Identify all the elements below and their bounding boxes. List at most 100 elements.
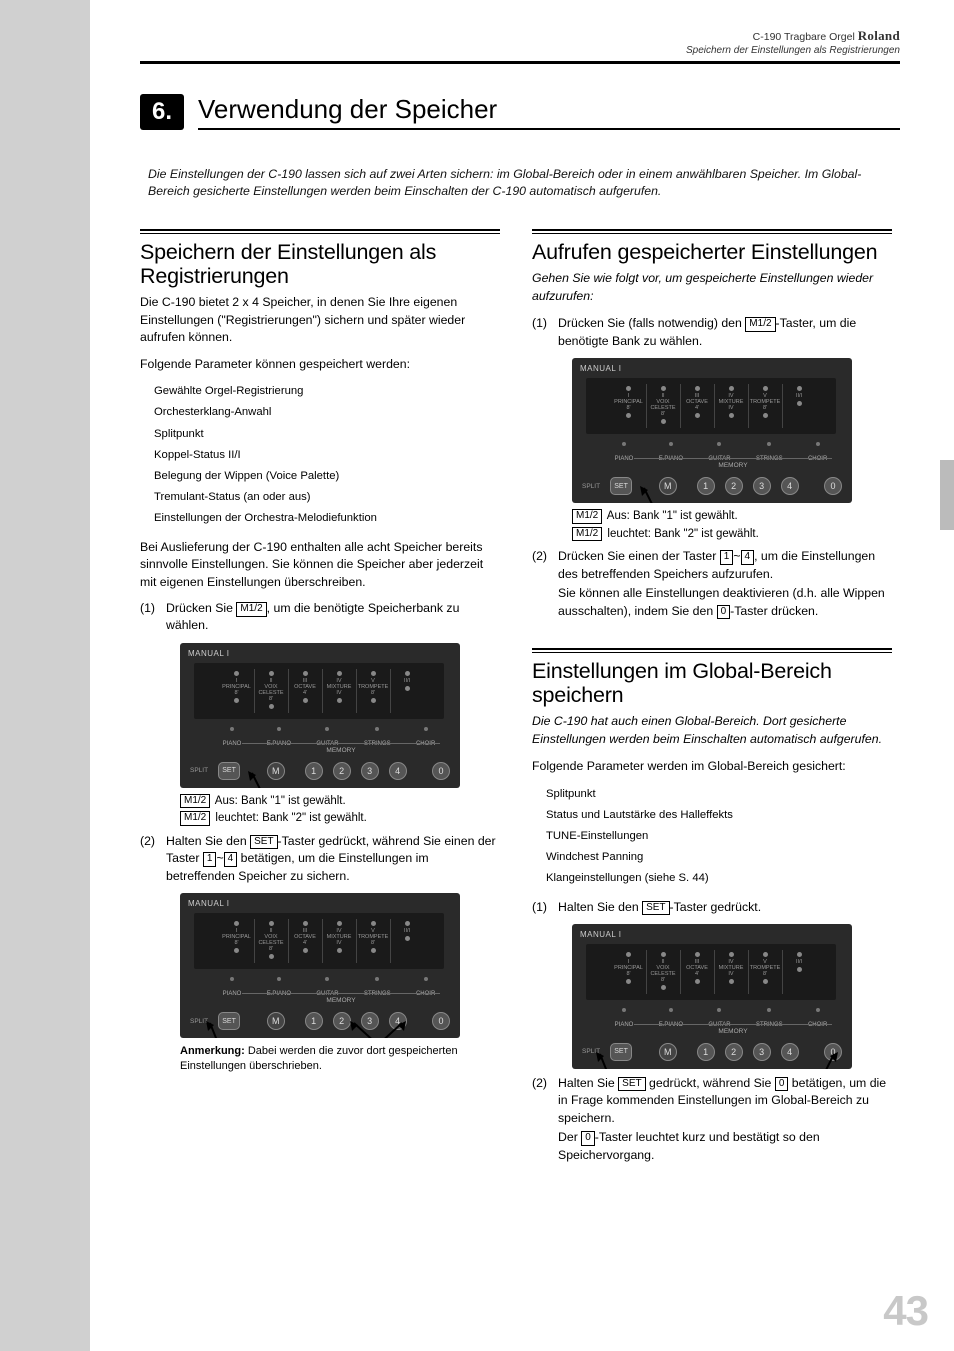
header-subtitle: Speichern der Einstellungen als Registri… [686, 45, 900, 56]
keycap-m12: M1/2 [180, 811, 210, 826]
header-rule [140, 61, 900, 64]
step-number: (2) [532, 548, 558, 620]
keycap-set: SET [642, 901, 669, 916]
panel-image: MANUAL I IPRINCIPAL8' IIVOIX CELESTE8' I… [180, 643, 460, 788]
mem-1: 1 [305, 762, 323, 780]
running-header: C-190 Tragbare Orgel Roland Speichern de… [140, 28, 900, 57]
page-number: 43 [883, 1287, 928, 1335]
bullet-item: TUNE-Einstellungen [546, 827, 892, 846]
keycap-m12: M1/2 [236, 602, 266, 617]
side-tab [940, 460, 954, 530]
keycap-set: SET [618, 1077, 645, 1092]
keycap-0: 0 [717, 605, 731, 620]
mem-0: 0 [432, 762, 450, 780]
keycap-m12: M1/2 [180, 794, 210, 809]
page: C-190 Tragbare Orgel Roland Speichern de… [90, 0, 954, 1351]
keycap-0: 0 [581, 1131, 595, 1146]
bullet-item: Belegung der Wippen (Voice Palette) [154, 467, 500, 486]
control-panel-figure: MANUAL I IPRINCIPAL8' IIVOIX CELESTE8' I… [572, 924, 852, 1069]
panel-label: MANUAL I [188, 649, 230, 658]
chapter-heading: 6. Verwendung der Speicher [140, 94, 900, 130]
memory-bar: MEMORY [242, 743, 440, 762]
bullet-item: Koppel-Status II/I [154, 446, 500, 465]
control-panel-figure: MANUAL I IPRINCIPAL8' IIVOIX CELESTE8' I… [572, 358, 852, 503]
control-panel-figure: MANUAL I IPRINCIPAL8' IIVOIX CELESTE8' I… [180, 893, 460, 1038]
left-column: Speichern der Einstellungen als Registri… [140, 229, 500, 1170]
set-button: SET [218, 762, 240, 780]
bullet-item: Orchesterklang-Anwahl [154, 403, 500, 422]
chapter-title: Verwendung der Speicher [198, 94, 900, 130]
section-heading: Speichern der Einstellungen als Registri… [140, 240, 500, 288]
keycap-m12: M1/2 [745, 317, 775, 332]
bullet-item: Splitpunkt [546, 785, 892, 804]
keycap-m12: M1/2 [572, 527, 602, 542]
bullet-item: Windchest Panning [546, 848, 892, 867]
step-2: (2) Drücken Sie einen der Taster 1~4, um… [532, 548, 892, 620]
brand-name: Roland [858, 28, 900, 43]
keycap-1: 1 [203, 852, 217, 867]
m-button: M [659, 1043, 677, 1061]
figure-caption: M1/2 leuchtet: Bank "2" ist gewählt. [180, 811, 500, 827]
m-button: M [267, 762, 285, 780]
panel-image: MANUAL I IPRINCIPAL8' IIVOIX CELESTE8' I… [180, 893, 460, 1038]
section-heading: Einstellungen im Global-Bereich speicher… [532, 659, 892, 707]
figure-caption: M1/2 Aus: Bank "1" ist gewählt. [572, 509, 892, 525]
step-number: (1) [140, 600, 166, 635]
keycap-set: SET [250, 835, 277, 850]
bullet-item: Splitpunkt [154, 425, 500, 444]
paragraph: Bei Auslieferung der C-190 enthalten all… [140, 539, 500, 591]
slider-area: IPRINCIPAL8' IIVOIX CELESTE8' IIIOCTAVE4… [194, 663, 444, 719]
content: C-190 Tragbare Orgel Roland Speichern de… [140, 28, 900, 1170]
step-continuation: Der 0-Taster leuchtet kurz und bestätigt… [558, 1129, 892, 1164]
section-rule [532, 648, 892, 650]
m-button: M [267, 1012, 285, 1030]
chapter-number: 6. [140, 94, 184, 130]
step-2: (2) Halten Sie den SET-Taster gedrückt, … [140, 833, 500, 885]
chapter-intro: Die Einstellungen der C-190 lassen sich … [148, 166, 900, 202]
keycap-4: 4 [224, 852, 238, 867]
section-intro: Gehen Sie wie folgt vor, um gespeicherte… [532, 270, 892, 305]
step-text: Drücken Sie (falls notwendig) den M1/2-T… [558, 315, 892, 350]
note: Anmerkung: Dabei werden die zuvor dort g… [180, 1044, 500, 1074]
step-1: (1) Drücken Sie (falls notwendig) den M1… [532, 315, 892, 350]
step-continuation: Sie können alle Einstellungen deaktivier… [558, 585, 892, 620]
step-text: Halten Sie den SET-Taster gedrückt, währ… [166, 833, 500, 885]
bullet-list: Gewählte Orgel-Registrierung Orchesterkl… [154, 382, 500, 528]
section-rule-thin [532, 652, 892, 653]
step-2: (2) Halten Sie SET gedrückt, während Sie… [532, 1075, 892, 1164]
set-button: SET [218, 1012, 240, 1030]
bullet-item: Tremulant-Status (an oder aus) [154, 488, 500, 507]
paragraph: Die C-190 bietet 2 x 4 Speicher, in dene… [140, 294, 500, 346]
bullet-item: Gewählte Orgel-Registrierung [154, 382, 500, 401]
paragraph: Folgende Parameter werden im Global-Bere… [532, 758, 892, 775]
section-rule-thin [140, 233, 500, 234]
control-panel-figure: MANUAL I IPRINCIPAL8' IIVOIX CELESTE8' I… [180, 643, 460, 788]
step-text: Halten Sie den SET-Taster gedrückt. [558, 899, 892, 916]
section-intro: Die C-190 hat auch einen Global-Bereich.… [532, 713, 892, 748]
step-text: Drücken Sie einen der Taster 1~4, um die… [558, 548, 892, 620]
keycap-m12: M1/2 [572, 509, 602, 524]
note-label: Anmerkung: [180, 1045, 245, 1057]
panel-image: MANUAL I IPRINCIPAL8' IIVOIX CELESTE8' I… [572, 358, 852, 503]
model-name: C-190 Tragbare Orgel [753, 31, 855, 43]
keycap-0: 0 [775, 1077, 789, 1092]
step-number: (1) [532, 899, 558, 916]
mem-3: 3 [361, 762, 379, 780]
figure-caption: M1/2 Aus: Bank "1" ist gewählt. [180, 794, 500, 810]
button-row: SPLIT SET M 1 2 3 4 0 [190, 762, 450, 780]
step-number: (2) [140, 833, 166, 885]
step-text: Drücken Sie M1/2, um die benötigte Speic… [166, 600, 500, 635]
bullet-item: Einstellungen der Orchestra-Melodiefunkt… [154, 509, 500, 528]
section-rule [140, 229, 500, 231]
bullet-item: Klangeinstellungen (siehe S. 44) [546, 869, 892, 888]
mem-2: 2 [333, 762, 351, 780]
step-1: (1) Halten Sie den SET-Taster gedrückt. [532, 899, 892, 916]
section-heading: Aufrufen gespeicherter Einstellungen [532, 240, 892, 264]
right-column: Aufrufen gespeicherter Einstellungen Geh… [532, 229, 892, 1170]
panel-image: MANUAL I IPRINCIPAL8' IIVOIX CELESTE8' I… [572, 924, 852, 1069]
keycap-4: 4 [741, 550, 755, 565]
section-rule-thin [532, 233, 892, 234]
mem-4: 4 [389, 762, 407, 780]
two-column-layout: Speichern der Einstellungen als Registri… [140, 229, 900, 1170]
figure-caption: M1/2 leuchtet: Bank "2" ist gewählt. [572, 527, 892, 543]
